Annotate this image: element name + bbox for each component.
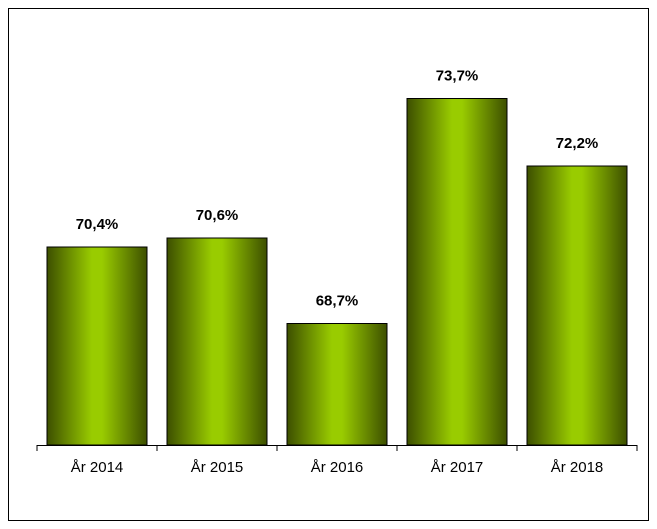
x-tick-label: År 2018 [551, 459, 604, 476]
x-tick-label: År 2014 [71, 459, 124, 476]
bar [286, 323, 388, 446]
bar [526, 165, 628, 446]
value-label: 70,6% [196, 207, 239, 224]
x-tick-label: År 2017 [431, 459, 484, 476]
x-tick-label: År 2015 [191, 459, 244, 476]
value-label: 73,7% [436, 67, 479, 84]
x-tick-label: År 2016 [311, 459, 364, 476]
value-label: 72,2% [556, 135, 599, 152]
bar [406, 98, 508, 446]
value-label: 70,4% [76, 216, 119, 233]
value-label: 68,7% [316, 292, 359, 309]
bar [46, 246, 148, 446]
bar [166, 237, 268, 446]
